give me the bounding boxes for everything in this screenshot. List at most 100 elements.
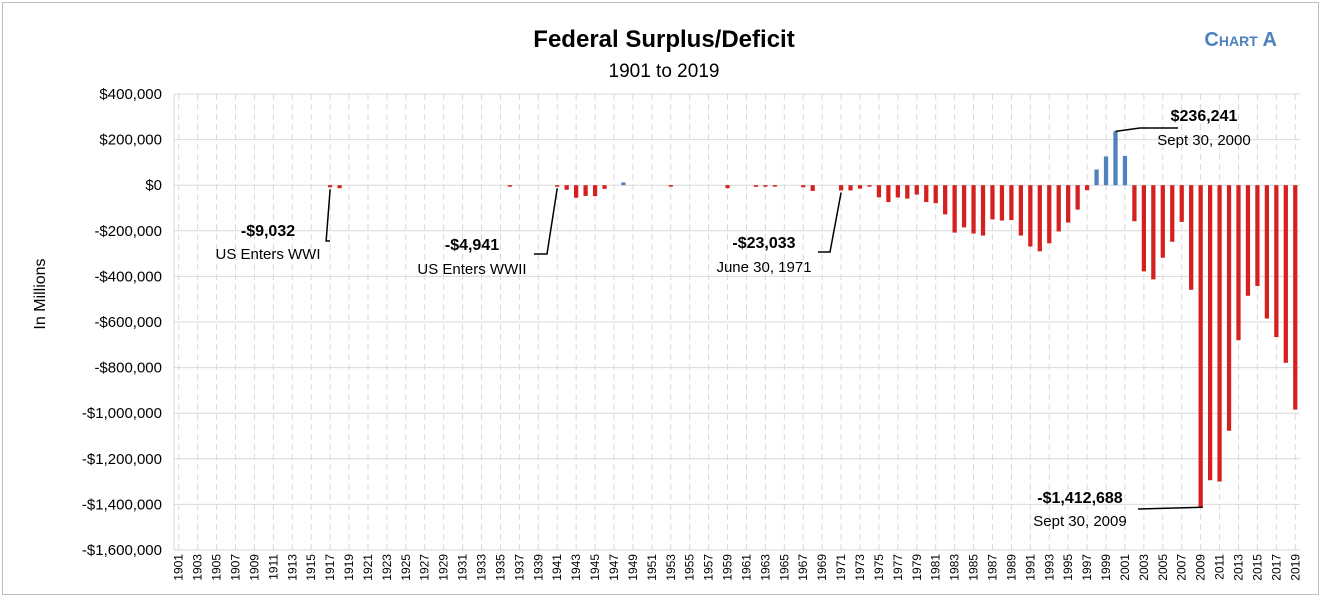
x-tick-label: 1989 — [1004, 554, 1018, 581]
annotation-label-2000: Sept 30, 2000 — [1157, 132, 1250, 149]
bar-2019 — [1293, 185, 1298, 410]
bar-1979 — [914, 185, 919, 195]
bar-1968 — [810, 185, 815, 191]
annotations: -$9,032 US Enters WWI -$4,941 US Enters WWI… — [215, 108, 1250, 530]
bar-2002 — [1132, 185, 1137, 222]
x-tick-label: 2017 — [1269, 554, 1283, 581]
annotation-label-1971: June 30, 1971 — [716, 259, 811, 276]
bar-1975 — [876, 185, 882, 198]
bar-1987 — [990, 185, 995, 220]
y-tick-label: -$400,000 — [94, 268, 162, 285]
x-tick-label: 1949 — [626, 554, 640, 581]
bar-1998 — [1094, 169, 1099, 186]
x-tick-label: 1907 — [229, 554, 243, 581]
bar-1971 — [838, 185, 844, 191]
bar-1990 — [1018, 185, 1023, 236]
x-tick-label: 1997 — [1080, 554, 1094, 581]
bar-1918 — [337, 185, 342, 189]
bar-2004 — [1151, 185, 1156, 280]
bar-2009 — [1198, 185, 1203, 508]
y-tick-label: -$1,600,000 — [82, 542, 162, 559]
x-tick-label: 1933 — [475, 554, 489, 581]
bar-1948 — [621, 182, 626, 186]
bar-2017 — [1274, 185, 1279, 338]
annotation-label-2009: Sept 30, 2009 — [1033, 513, 1126, 530]
bar-1945 — [592, 185, 598, 197]
x-tick-label: 2015 — [1250, 554, 1264, 581]
chart-tag: Chart A — [1204, 29, 1277, 51]
annotation-label-wwi: US Enters WWI — [215, 246, 320, 263]
bar-2016 — [1264, 185, 1270, 319]
bar-1917 — [327, 185, 333, 188]
bar-2011 — [1217, 185, 1222, 482]
leader-wwii — [534, 188, 558, 255]
bar-1999 — [1103, 156, 1109, 186]
x-tick-label: 1999 — [1099, 554, 1113, 581]
x-tick-label: 1977 — [891, 554, 905, 581]
x-tick-label: 1925 — [399, 554, 413, 581]
y-tick-label: -$1,000,000 — [82, 405, 162, 422]
x-tick-label: 1983 — [948, 554, 962, 581]
gridlines — [173, 93, 1300, 551]
y-tick-label: -$600,000 — [94, 314, 162, 331]
bars — [327, 131, 1298, 508]
bar-1941 — [555, 185, 560, 187]
x-tick-label: 1995 — [1061, 554, 1075, 581]
annotation-label-wwii: US Enters WWII — [417, 261, 526, 278]
bar-1989 — [1009, 185, 1014, 221]
bar-1942 — [564, 185, 569, 190]
bar-1967 — [801, 185, 806, 188]
x-tick-label: 1913 — [285, 554, 299, 581]
bar-2003 — [1141, 185, 1147, 272]
x-tick-label: 1919 — [342, 554, 356, 581]
x-tick-label: 1943 — [569, 554, 583, 581]
x-tick-label: 1965 — [777, 554, 791, 581]
x-tick-label: 1971 — [834, 554, 848, 581]
bar-1983 — [952, 185, 957, 233]
x-tick-label: 1945 — [588, 554, 602, 581]
bar-2008 — [1189, 185, 1194, 290]
x-tick-label: 1975 — [872, 554, 886, 581]
bar-2005 — [1160, 185, 1165, 258]
x-tick-label: 1955 — [683, 554, 697, 581]
x-tick-label: 1963 — [758, 554, 772, 581]
bar-1943 — [574, 185, 579, 198]
x-tick-label: 1993 — [1042, 554, 1056, 581]
annotation-value-2009: -$1,412,688 — [1037, 490, 1123, 507]
bar-2001 — [1122, 156, 1128, 186]
x-tick-label: 1961 — [739, 554, 753, 581]
x-tick-label: 2011 — [1213, 554, 1227, 580]
x-tick-labels: 1901 1903 1905 1907 1909 1911 1913 1915 1917 1919… — [172, 554, 1303, 581]
bar-1986 — [980, 185, 986, 236]
bar-2014 — [1245, 185, 1251, 296]
bar-1978 — [905, 185, 910, 199]
x-tick-label: 1937 — [512, 554, 526, 581]
x-tick-label: 2005 — [1156, 554, 1170, 581]
bar-1962 — [753, 185, 759, 187]
y-tick-label: -$1,200,000 — [82, 451, 162, 468]
bar-1936 — [507, 185, 513, 187]
bar-1994 — [1056, 185, 1061, 232]
x-tick-label: 1901 — [172, 554, 186, 581]
bar-1988 — [999, 185, 1005, 221]
bar-1963 — [763, 185, 768, 187]
annotation-value-wwi: -$9,032 — [241, 223, 295, 240]
bar-1974 — [867, 185, 872, 187]
bar-1992 — [1037, 185, 1042, 252]
chart-title: Federal Surplus/Deficit — [533, 26, 794, 53]
chart-subtitle: 1901 to 2019 — [609, 61, 720, 82]
y-tick-label: -$800,000 — [94, 360, 162, 377]
bar-2006 — [1170, 185, 1175, 242]
x-tick-label: 1973 — [853, 554, 867, 581]
bar-2000 — [1113, 131, 1118, 186]
bar-1984 — [961, 185, 967, 228]
x-tick-label: 1967 — [796, 554, 810, 581]
bar-1976 — [886, 185, 891, 203]
bar-2015 — [1255, 185, 1260, 286]
y-tick-label: -$200,000 — [94, 223, 162, 240]
x-tick-label: 1979 — [910, 554, 924, 581]
x-tick-label: 2001 — [1118, 554, 1132, 581]
x-tick-label: 1915 — [304, 554, 318, 581]
bar-1997 — [1084, 185, 1090, 191]
